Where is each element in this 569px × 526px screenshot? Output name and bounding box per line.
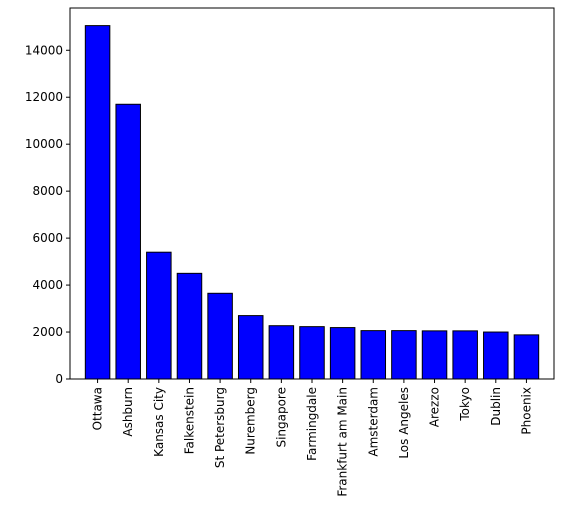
y-axis: 0 2000 4000 6000 8000 10000 12000 14000	[25, 43, 70, 386]
x-tick-label: Frankfurt am Main	[336, 387, 350, 497]
x-tick-label: Tokyo	[458, 387, 472, 422]
x-tick-label: Ottawa	[91, 387, 105, 430]
x-tick-label: St Petersburg	[213, 387, 227, 468]
y-tick-label: 6000	[32, 231, 63, 245]
bar-phoenix	[513, 334, 540, 380]
bar-dublin	[483, 331, 509, 380]
bar-kansas-city	[146, 251, 172, 380]
bars-group	[84, 25, 540, 380]
bar-arezzo	[421, 330, 448, 380]
bar-ashburn	[115, 103, 141, 380]
axes-frame	[69, 7, 555, 380]
bar-amsterdam	[360, 330, 387, 380]
x-tick-label: Nuremberg	[244, 387, 258, 455]
x-tick-label: Singapore	[274, 387, 288, 448]
bar-tokyo	[452, 330, 478, 380]
x-tick-label: Falkenstein	[182, 387, 196, 454]
bar-falkenstein	[176, 272, 203, 380]
x-tick-label: Amsterdam	[366, 387, 380, 457]
bar-los-angeles	[391, 330, 417, 380]
bar-farmingdale	[299, 326, 325, 380]
y-tick-label: 10000	[25, 137, 63, 151]
x-tick-label: Arezzo	[428, 387, 442, 427]
bar-nuremberg	[237, 315, 264, 380]
bar-ottawa	[84, 25, 111, 380]
y-tick-label: 8000	[32, 184, 63, 198]
y-tick-label: 12000	[25, 90, 63, 104]
x-tick-label: Los Angeles	[397, 387, 411, 459]
x-tick-label: Farmingdale	[305, 387, 319, 461]
x-tick-label: Kansas City	[152, 387, 166, 457]
x-tick-label: Phoenix	[519, 387, 533, 435]
y-tick-label: 0	[55, 372, 63, 386]
bar-st-petersburg	[207, 292, 233, 380]
x-axis: Ottawa Ashburn Kansas City Falkenstein St Pe…	[91, 379, 533, 497]
x-tick-label: Dublin	[489, 387, 503, 426]
bar-singapore	[268, 325, 295, 380]
y-tick-label: 4000	[32, 278, 63, 292]
x-tick-label: Ashburn	[121, 387, 135, 437]
y-tick-label: 2000	[32, 325, 63, 339]
bar-frankfurt-am-main	[329, 327, 356, 380]
y-tick-label: 14000	[25, 43, 63, 57]
